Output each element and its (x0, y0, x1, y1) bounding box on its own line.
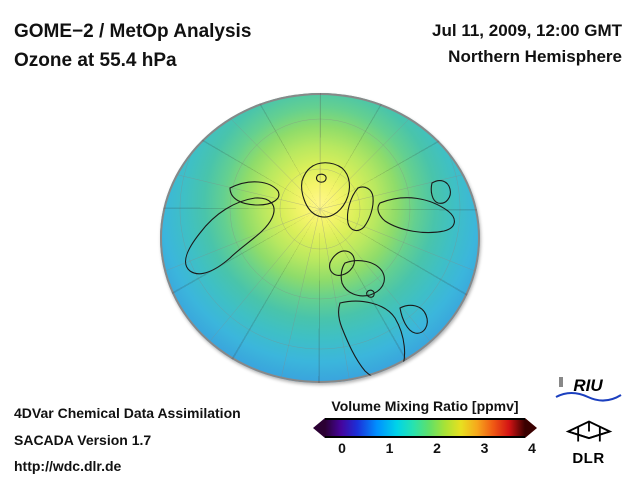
colorbar-tick-3: 3 (480, 440, 490, 456)
colorbar-tick-0: 0 (337, 440, 347, 456)
riu-logo-svg: RIU (551, 375, 626, 405)
header-datetime: Jul 11, 2009, 12:00 GMT (432, 18, 622, 44)
header-region: Northern Hemisphere (432, 44, 622, 70)
footer-url: http://wdc.dlr.de (14, 453, 241, 480)
logo-block: RIU DLR (551, 375, 626, 467)
colorbar-container[interactable]: Volume Mixing Ratio [ppmv] 0 1 2 3 4 (300, 398, 550, 456)
riu-logo[interactable]: RIU (551, 375, 626, 405)
colorbar-gradient-row[interactable] (300, 418, 550, 438)
colorbar-title: Volume Mixing Ratio [ppmv] (300, 398, 550, 414)
footer-line1: 4DVar Chemical Data Assimilation (14, 400, 241, 427)
footer-info-block: 4DVar Chemical Data Assimilation SACADA … (14, 400, 241, 480)
colorbar-gradient-bar[interactable] (325, 418, 525, 438)
colorbar-arrow-max (525, 418, 537, 438)
footer-line2: SACADA Version 1.7 (14, 427, 241, 454)
header-title-line1: GOME−2 / MetOp Analysis (14, 18, 251, 47)
colorbar-tick-4: 4 (527, 440, 537, 456)
globe-container[interactable] (150, 88, 490, 388)
dlr-logo[interactable]: DLR (551, 413, 626, 467)
header-datetime-block: Jul 11, 2009, 12:00 GMT Northern Hemisph… (432, 18, 622, 71)
continent-outlines (160, 93, 480, 383)
colorbar-tick-labels: 0 1 2 3 4 (337, 440, 537, 456)
ozone-globe-visualization[interactable] (160, 93, 480, 383)
dlr-label: DLR (551, 450, 626, 467)
colorbar-tick-2: 2 (432, 440, 442, 456)
svg-text:RIU: RIU (573, 376, 603, 395)
header-subtitle-line2: Ozone at 55.4 hPa (14, 47, 251, 76)
header-title-block: GOME−2 / MetOp Analysis Ozone at 55.4 hP… (14, 18, 251, 75)
root-page: GOME−2 / MetOp Analysis Ozone at 55.4 hP… (0, 0, 640, 480)
colorbar-arrow-min (313, 418, 325, 438)
colorbar-tick-1: 1 (385, 440, 395, 456)
dlr-logo-svg (564, 413, 614, 445)
